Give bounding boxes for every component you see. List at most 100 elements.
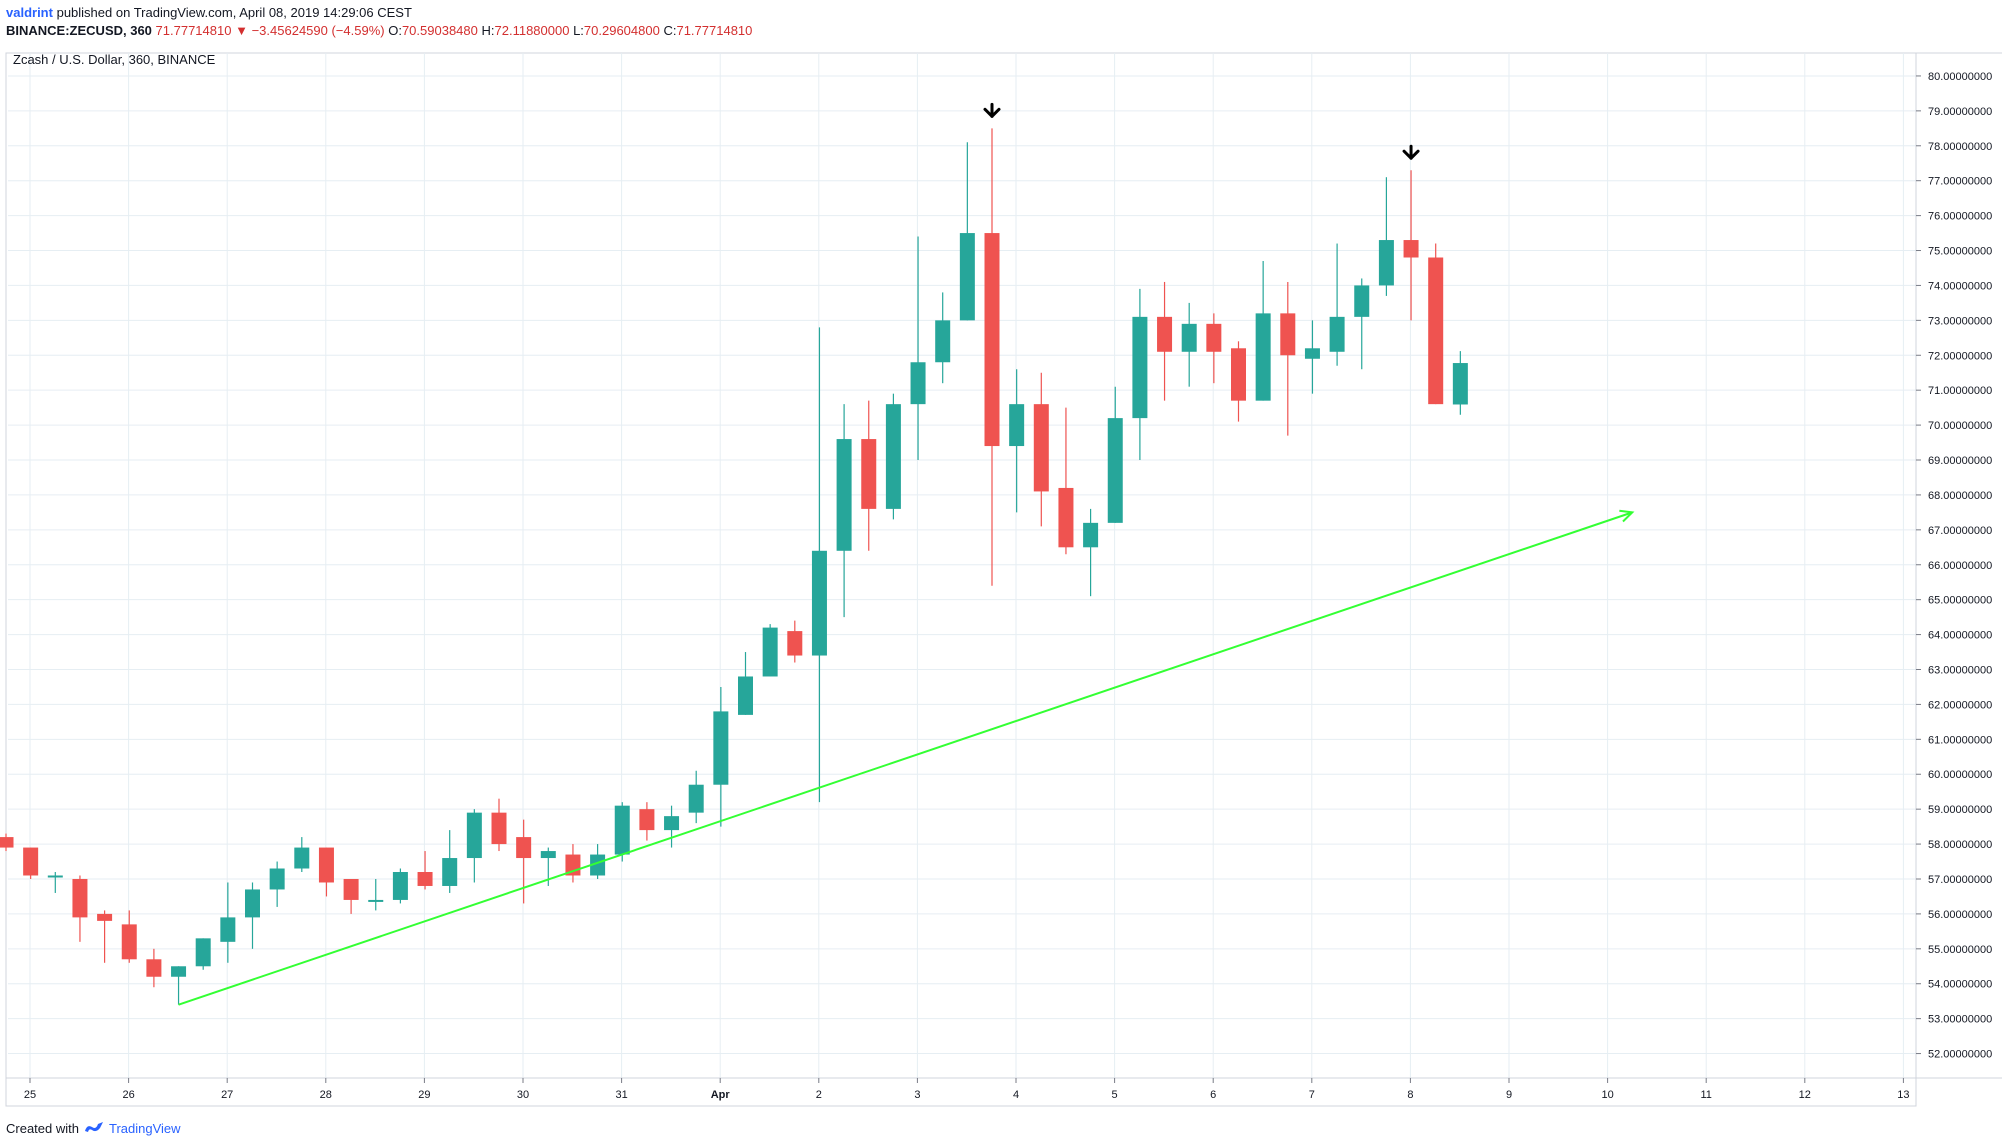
candle <box>146 948 162 988</box>
candle-body <box>861 439 877 509</box>
candle-body <box>1304 348 1320 359</box>
x-tick-label: 5 <box>1112 1089 1118 1101</box>
candle <box>1181 302 1197 387</box>
candle-body <box>23 847 39 876</box>
candle <box>639 802 655 841</box>
y-tick-label: 66.00000000 <box>1928 560 1992 572</box>
candle-body <box>146 959 162 977</box>
y-tick-label: 63.00000000 <box>1928 664 1992 676</box>
candle-body <box>72 878 88 918</box>
candle <box>590 844 606 879</box>
grid <box>5 52 1917 1079</box>
y-tick-label: 67.00000000 <box>1928 525 1992 537</box>
y-tick-label: 78.00000000 <box>1928 141 1992 153</box>
candle-body <box>294 847 310 869</box>
x-tick-label: Apr <box>711 1089 731 1101</box>
candle-body <box>1329 316 1345 352</box>
y-tick-label: 69.00000000 <box>1928 455 1992 467</box>
candle <box>664 805 680 848</box>
candle-body <box>1231 348 1246 401</box>
y-tick-label: 65.00000000 <box>1928 595 1992 607</box>
candle-body <box>1280 313 1296 356</box>
candle-body <box>885 404 901 509</box>
candle-body <box>614 805 630 855</box>
candle <box>614 802 630 862</box>
candle-body <box>1354 285 1370 317</box>
y-tick-label: 61.00000000 <box>1928 734 1992 746</box>
candle <box>1280 281 1296 436</box>
trendline <box>178 509 1635 1006</box>
created-with-text: Created with <box>6 1121 79 1136</box>
y-tick-label: 70.00000000 <box>1928 420 1992 432</box>
candle <box>565 844 581 883</box>
x-tick-label: 2 <box>816 1089 822 1101</box>
candle-body <box>1206 323 1222 352</box>
high-value: 72.11880000 <box>494 23 570 38</box>
candle <box>491 798 507 852</box>
header-row-1: valdrint published on TradingView.com, A… <box>6 4 752 22</box>
candle <box>935 292 951 384</box>
candle-body <box>664 816 680 831</box>
y-tick-label: 77.00000000 <box>1928 176 1992 188</box>
y-tick-label: 54.00000000 <box>1928 979 1992 991</box>
candle-body <box>1452 363 1468 405</box>
y-tick-label: 58.00000000 <box>1928 839 1992 851</box>
candle-body <box>639 809 655 831</box>
candle-body <box>516 837 532 859</box>
footer: Created with TradingView <box>6 1120 181 1137</box>
candle-body <box>318 847 334 883</box>
candle-body <box>1083 522 1099 548</box>
candle-body <box>171 966 187 977</box>
candle <box>713 686 729 827</box>
candle-body <box>1378 240 1394 286</box>
candle <box>392 868 408 904</box>
candle <box>811 327 827 803</box>
y-tick-label: 68.00000000 <box>1928 490 1992 502</box>
candle-body <box>762 627 778 677</box>
candle-body <box>959 233 975 321</box>
candle <box>1132 288 1148 461</box>
candle-body <box>1157 316 1173 352</box>
y-tick-label: 80.00000000 <box>1928 71 1992 83</box>
published-text: published on TradingView.com, April 08, … <box>56 5 412 20</box>
down-arrow-icon <box>983 102 1001 118</box>
time-axis <box>5 1077 1917 1107</box>
author-link[interactable]: valdrint <box>6 5 53 20</box>
candle <box>442 830 458 893</box>
y-tick-label: 79.00000000 <box>1928 106 1992 118</box>
header-row-2: BINANCE:ZECUSD, 360 71.77714810 ▼ −3.456… <box>6 22 752 40</box>
axes: 52.00000000 53.00000000 54.00000000 55.0000… <box>5 52 2002 1107</box>
y-tick-label: 71.00000000 <box>1928 385 1992 397</box>
candle-body <box>0 837 14 848</box>
y-tick-label: 62.00000000 <box>1928 699 1992 711</box>
candle-body <box>836 439 852 551</box>
candle-body <box>811 550 827 656</box>
candle-body <box>1058 487 1074 548</box>
candle-body <box>787 631 803 656</box>
candle <box>47 872 63 893</box>
candle <box>762 624 778 677</box>
y-tick-label: 53.00000000 <box>1928 1014 1992 1026</box>
open-label: O: <box>388 23 402 38</box>
candle <box>910 236 926 461</box>
candle <box>1329 243 1345 366</box>
tradingview-brand[interactable]: TradingView <box>108 1121 181 1136</box>
candle-body <box>245 889 260 918</box>
high-label: H: <box>481 23 495 38</box>
candle-body <box>220 917 236 942</box>
y-tick-label: 60.00000000 <box>1928 769 1992 781</box>
candle-body <box>368 899 384 902</box>
x-tick-label: 28 <box>320 1089 332 1101</box>
x-tick-label: 8 <box>1407 1089 1413 1101</box>
x-tick-label: 27 <box>221 1089 233 1101</box>
plot-frame <box>5 52 1917 1079</box>
annotations <box>178 102 1635 1006</box>
candle <box>1231 341 1246 422</box>
candle-body <box>1255 313 1271 401</box>
y-tick-label: 64.00000000 <box>1928 630 1992 642</box>
candle <box>885 393 901 520</box>
candle-body <box>590 854 606 876</box>
candle <box>1255 260 1271 401</box>
last-price: 71.77714810 <box>155 23 232 38</box>
